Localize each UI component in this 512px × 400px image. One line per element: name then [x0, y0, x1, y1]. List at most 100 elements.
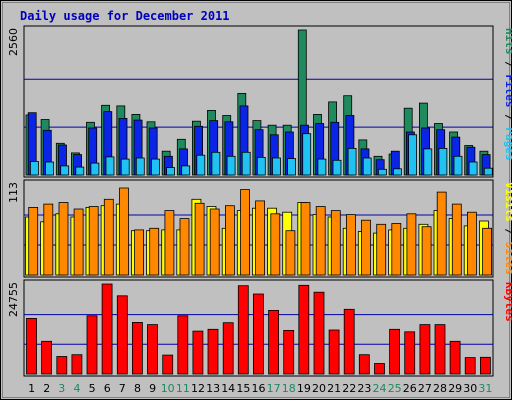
series-legend: Visits / Sites	[503, 182, 512, 275]
bar	[451, 203, 462, 276]
bar	[285, 230, 296, 276]
bar	[268, 309, 280, 375]
bar	[224, 205, 235, 276]
panel-1: 2560 Hits / Files / Pages	[7, 25, 512, 178]
bar	[361, 219, 371, 276]
bar	[362, 157, 372, 176]
legend-entry: /	[503, 55, 512, 75]
bar	[421, 226, 432, 276]
bar	[283, 329, 295, 375]
panel-2: 113 Visits / Sites	[7, 179, 512, 278]
legend-entry: Sites	[503, 242, 512, 275]
x-tick-label: 1	[28, 382, 35, 395]
x-tick-label: 22	[342, 382, 356, 395]
bar	[43, 203, 54, 276]
bar	[468, 161, 478, 176]
x-tick-label: 19	[297, 382, 311, 395]
bar	[181, 165, 191, 176]
bar	[317, 158, 327, 176]
series-legend: KBytes	[503, 282, 512, 322]
x-tick-label: 23	[357, 382, 371, 395]
bar	[298, 284, 310, 375]
bar	[75, 166, 85, 176]
legend-entry: /	[503, 222, 512, 242]
x-tick-label: 26	[403, 382, 417, 395]
x-tick-label: 30	[463, 382, 477, 395]
bar	[345, 214, 356, 276]
bar	[101, 283, 113, 375]
x-tick-label: 18	[282, 382, 296, 395]
bar	[330, 210, 341, 276]
bar	[343, 308, 355, 375]
bar	[166, 167, 176, 176]
bar	[302, 133, 312, 176]
x-tick-label: 7	[119, 382, 126, 395]
x-tick-label: 9	[149, 382, 156, 395]
y-tick-label: 113	[7, 182, 20, 203]
bar	[29, 160, 39, 176]
x-tick-label: 5	[89, 382, 96, 395]
panel-3: 24755 KBytes	[7, 279, 512, 377]
bar	[26, 317, 37, 375]
bar	[105, 156, 115, 176]
bar	[119, 187, 129, 276]
bar	[71, 354, 83, 375]
bar	[209, 208, 220, 276]
y-tick-label: 24755	[7, 282, 20, 317]
bar	[179, 218, 190, 276]
series-sites	[28, 187, 493, 276]
x-tick-label: 13	[206, 382, 220, 395]
x-tick-label: 8	[134, 382, 141, 395]
bar	[196, 154, 206, 176]
bar	[149, 227, 160, 276]
bar	[135, 157, 145, 176]
bar	[147, 324, 158, 375]
x-axis-labels: 1 2 3 4 5 6 7 8 9 10 11 12 13 14 15 16 17 18 19 20 21 22 23 24 2…	[28, 382, 492, 395]
bar	[287, 158, 297, 176]
bar	[436, 191, 447, 276]
bar	[237, 285, 249, 375]
chart-panels: 2560 Hits / Files / Pages 113 Visits / Site…	[7, 25, 512, 377]
x-tick-label: 28	[433, 382, 447, 395]
legend-entry: Hits	[503, 28, 512, 55]
bar	[41, 340, 52, 375]
bar	[434, 324, 446, 375]
legend-entry: Visits	[503, 182, 512, 222]
x-tick-label: 15	[236, 382, 250, 395]
bar	[347, 147, 357, 176]
x-tick-label: 2	[43, 382, 50, 395]
bar	[120, 158, 130, 176]
bar	[423, 148, 433, 176]
bar	[45, 161, 54, 176]
y-tick-label: 2560	[7, 28, 20, 56]
bar	[391, 223, 402, 276]
x-tick-label: 27	[418, 382, 432, 395]
bar	[419, 324, 431, 375]
bar	[28, 206, 39, 276]
x-tick-label: 17	[267, 382, 281, 395]
bar	[464, 357, 476, 375]
bar	[252, 293, 264, 375]
bar	[404, 331, 416, 375]
chart-title: Daily usage for December 2011	[20, 9, 230, 23]
x-tick-label: 12	[191, 382, 205, 395]
bar	[116, 295, 128, 375]
x-tick-label: 21	[327, 382, 341, 395]
bar	[406, 213, 417, 276]
bar	[332, 159, 342, 176]
series-legend: Hits / Files / Pages	[503, 28, 512, 161]
x-tick-label: 29	[448, 382, 462, 395]
bar	[240, 189, 250, 276]
x-tick-label: 20	[312, 382, 326, 395]
bar	[226, 155, 236, 176]
x-tick-label: 10	[161, 382, 175, 395]
bar	[90, 162, 100, 176]
bar	[207, 328, 219, 375]
bar	[162, 354, 174, 375]
x-tick-label: 25	[388, 382, 402, 395]
x-tick-label: 24	[373, 382, 387, 395]
bar	[272, 157, 281, 176]
bar	[60, 165, 70, 176]
